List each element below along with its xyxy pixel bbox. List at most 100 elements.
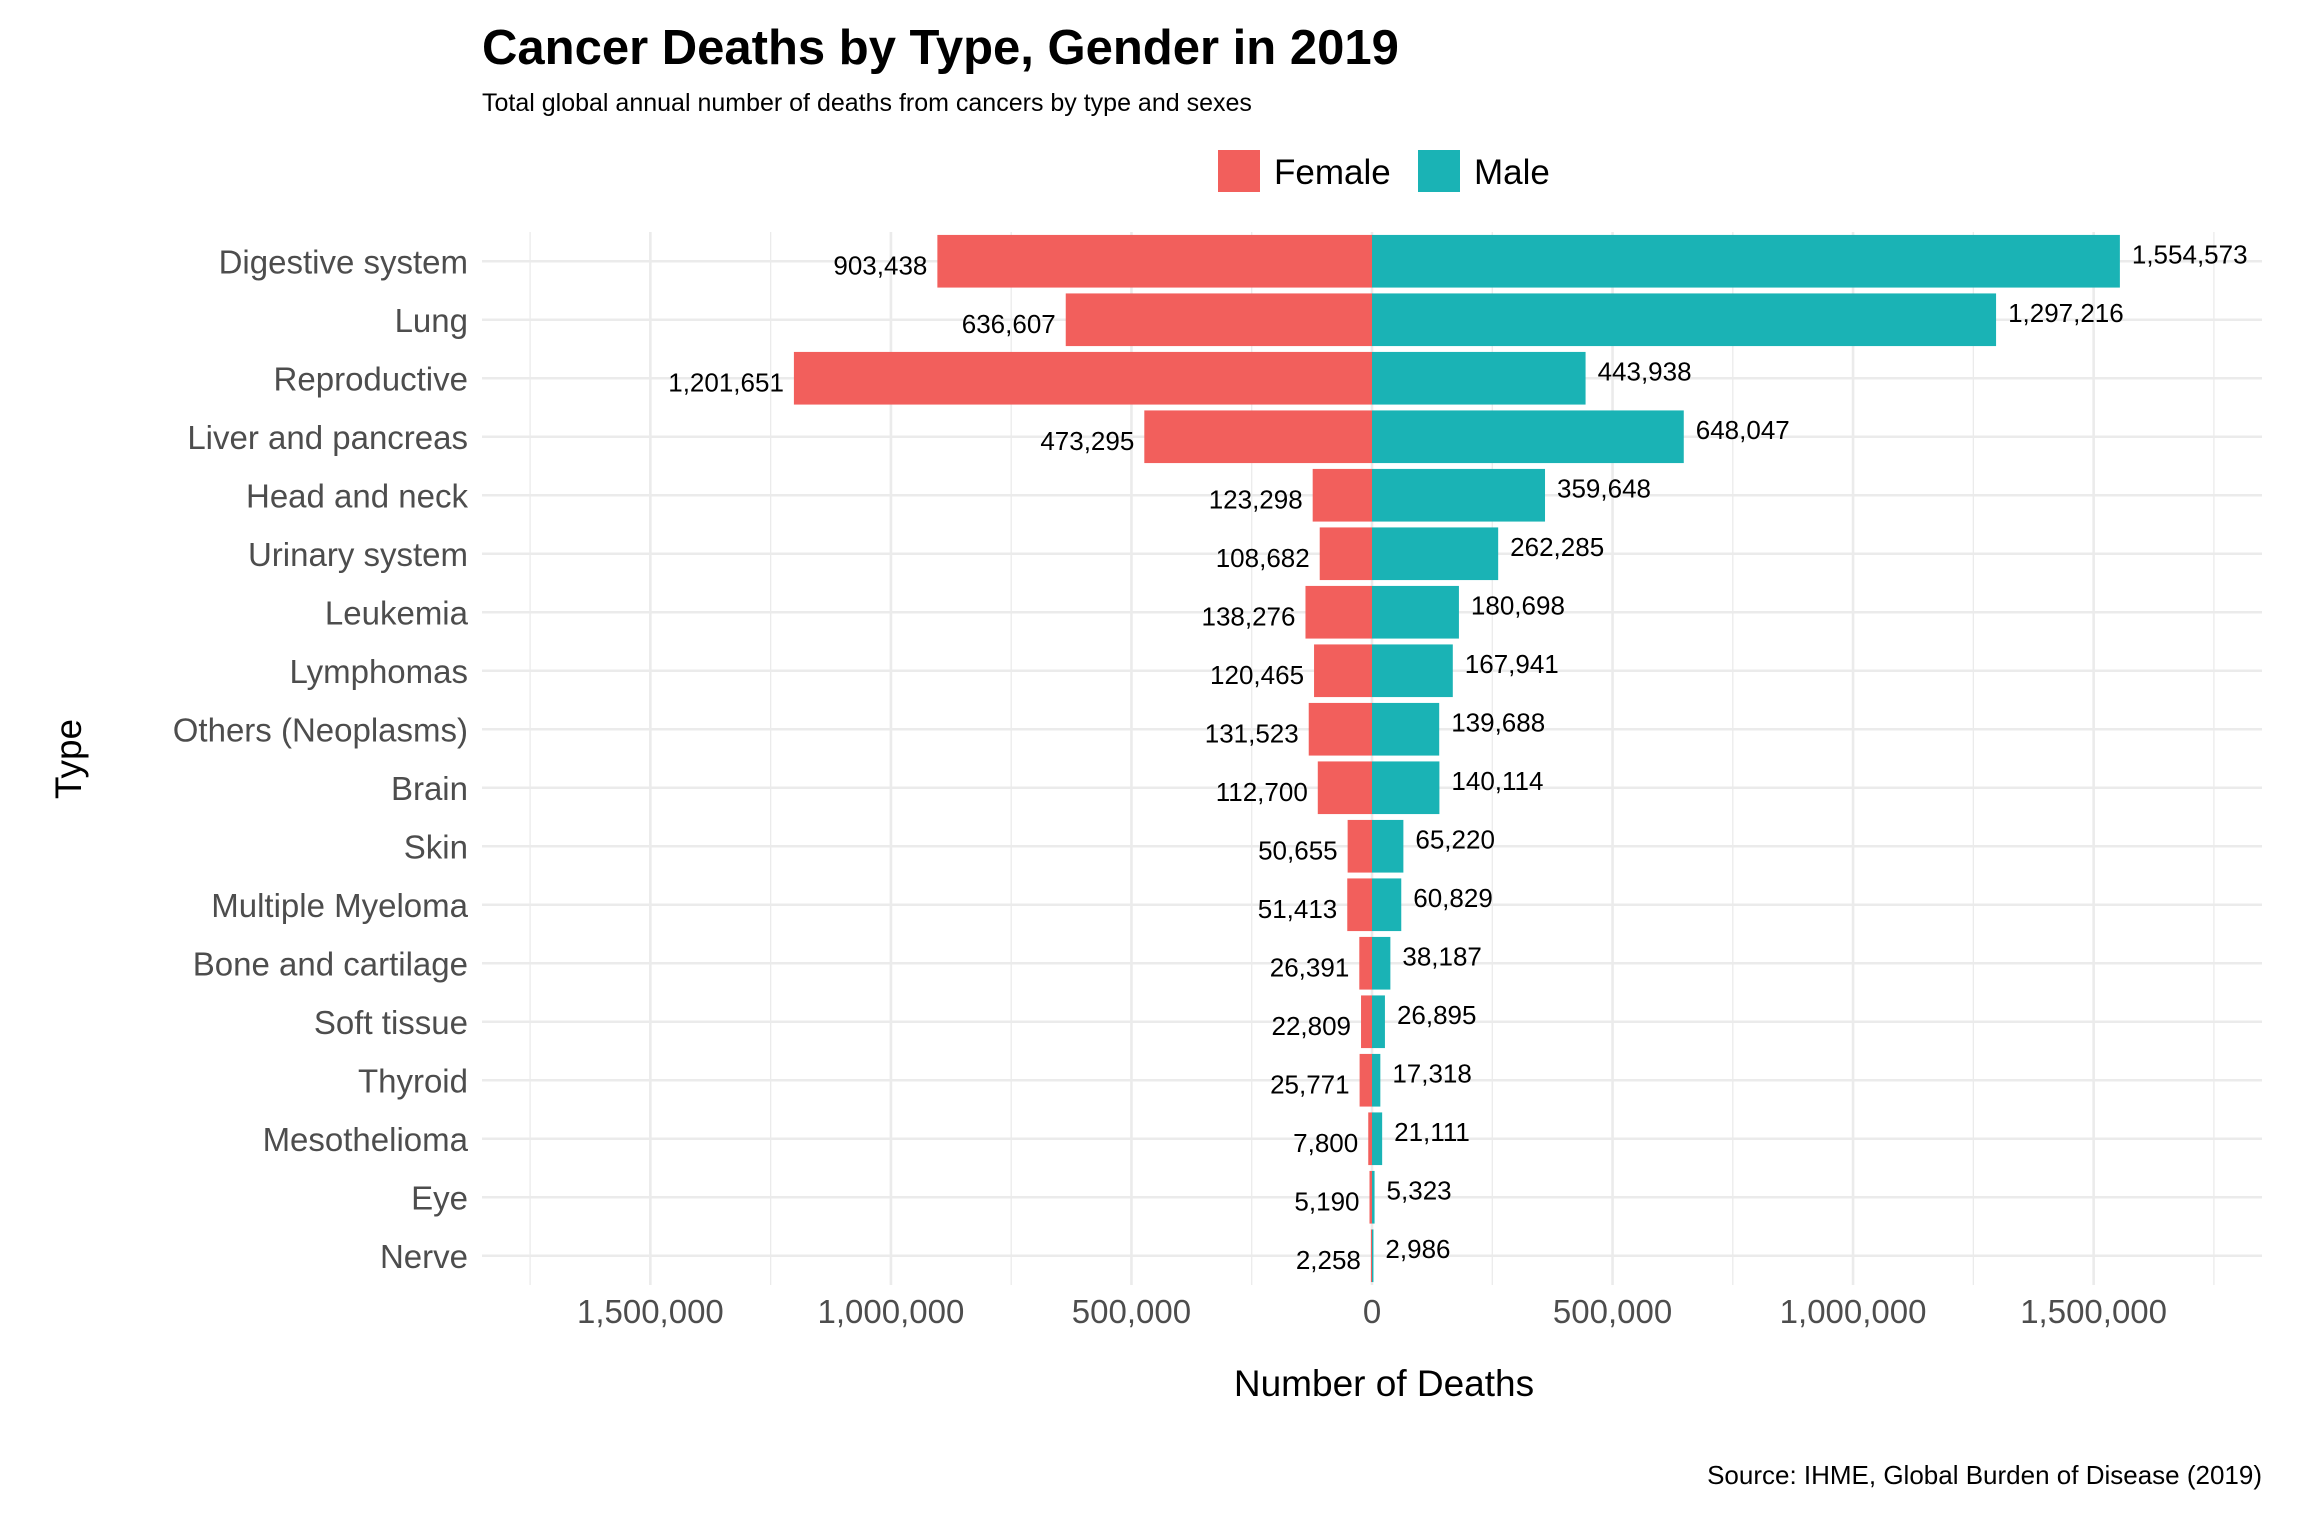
x-tick-label: 1,000,000 bbox=[1780, 1293, 1927, 1330]
category-label: Liver and pancreas bbox=[187, 419, 468, 456]
x-tick-label: 1,500,000 bbox=[2020, 1293, 2167, 1330]
bar-female bbox=[1359, 1053, 1372, 1107]
category-label: Nerve bbox=[380, 1238, 468, 1275]
bar-male bbox=[1372, 1229, 1374, 1283]
data-label-male: 359,648 bbox=[1557, 473, 1651, 503]
category-label: Urinary system bbox=[248, 536, 468, 573]
bar-female bbox=[793, 351, 1372, 405]
data-label-female: 138,276 bbox=[1201, 601, 1295, 631]
data-label-male: 1,297,216 bbox=[2008, 298, 2124, 328]
data-label-female: 5,190 bbox=[1294, 1186, 1359, 1216]
category-label: Reproductive bbox=[274, 360, 468, 397]
x-tick-label: 1,500,000 bbox=[577, 1293, 724, 1330]
data-label-male: 1,554,573 bbox=[2132, 239, 2248, 269]
data-label-female: 50,655 bbox=[1258, 835, 1338, 865]
bar-male bbox=[1372, 410, 1684, 464]
bar-female bbox=[1314, 644, 1372, 698]
bar-male bbox=[1372, 936, 1391, 990]
bar-male bbox=[1372, 1112, 1383, 1166]
bar-male bbox=[1372, 585, 1459, 639]
category-label: Bone and cartilage bbox=[193, 945, 468, 982]
category-label: Skin bbox=[404, 828, 468, 865]
x-tick-label: 500,000 bbox=[1553, 1293, 1672, 1330]
data-labels: 903,438 1,554,573 636,607 1,297,216 1,201,65… bbox=[668, 239, 2247, 1275]
data-label-female: 108,682 bbox=[1216, 543, 1310, 573]
data-label-male: 38,187 bbox=[1402, 941, 1482, 971]
bar-male bbox=[1372, 644, 1453, 698]
bar-male bbox=[1372, 878, 1402, 932]
bar-male bbox=[1372, 761, 1440, 815]
bar-male bbox=[1372, 468, 1546, 522]
data-label-female: 26,391 bbox=[1270, 952, 1350, 982]
category-label: Lymphomas bbox=[289, 653, 468, 690]
category-label: Thyroid bbox=[358, 1062, 468, 1099]
data-label-male: 140,114 bbox=[1451, 766, 1543, 796]
legend: Female Male bbox=[1218, 150, 1550, 192]
data-label-female: 123,298 bbox=[1209, 484, 1303, 514]
bar-female bbox=[1370, 1229, 1372, 1283]
data-label-female: 120,465 bbox=[1210, 660, 1304, 690]
data-label-male: 5,323 bbox=[1387, 1175, 1452, 1205]
bar-male bbox=[1372, 995, 1385, 1049]
data-label-male: 17,318 bbox=[1392, 1058, 1472, 1088]
category-label: Soft tissue bbox=[314, 1004, 468, 1041]
data-label-male: 139,688 bbox=[1451, 707, 1545, 737]
data-label-male: 2,986 bbox=[1385, 1234, 1450, 1264]
bar-female bbox=[1144, 410, 1372, 464]
data-label-female: 473,295 bbox=[1040, 426, 1134, 456]
data-label-male: 648,047 bbox=[1696, 415, 1790, 445]
bar-female bbox=[1319, 527, 1372, 581]
category-label: Eye bbox=[411, 1179, 468, 1216]
category-label: Multiple Myeloma bbox=[211, 887, 468, 924]
data-label-male: 26,895 bbox=[1397, 1000, 1477, 1030]
bar-female bbox=[1317, 761, 1372, 815]
x-axis-title: Number of Deaths bbox=[1234, 1363, 1534, 1404]
category-label: Digestive system bbox=[219, 243, 468, 280]
x-tick-label: 1,000,000 bbox=[818, 1293, 965, 1330]
data-label-female: 22,809 bbox=[1271, 1011, 1351, 1041]
data-label-female: 51,413 bbox=[1258, 894, 1338, 924]
bar-female bbox=[1368, 1112, 1372, 1166]
bar-male bbox=[1372, 702, 1440, 756]
source-caption: Source: IHME, Global Burden of Disease (… bbox=[1707, 1460, 2262, 1490]
bar-female bbox=[1305, 585, 1372, 639]
bars bbox=[793, 234, 2120, 1283]
bar-female bbox=[1308, 702, 1372, 756]
bar-male bbox=[1372, 1170, 1375, 1224]
data-label-female: 112,700 bbox=[1216, 777, 1308, 807]
x-tick-label: 500,000 bbox=[1072, 1293, 1191, 1330]
data-label-male: 65,220 bbox=[1415, 824, 1495, 854]
category-label: Others (Neoplasms) bbox=[173, 711, 468, 748]
category-label: Lung bbox=[395, 302, 468, 339]
bar-male bbox=[1372, 819, 1404, 873]
data-label-male: 21,111 bbox=[1394, 1117, 1470, 1147]
data-label-female: 131,523 bbox=[1205, 718, 1299, 748]
x-tick-label: 0 bbox=[1363, 1293, 1381, 1330]
legend-label-female: Female bbox=[1274, 153, 1391, 192]
category-label: Brain bbox=[391, 770, 468, 807]
bar-male bbox=[1372, 293, 1997, 347]
data-label-female: 25,771 bbox=[1270, 1069, 1350, 1099]
bar-female bbox=[1361, 995, 1372, 1049]
data-label-male: 262,285 bbox=[1510, 532, 1604, 562]
legend-swatch-female bbox=[1218, 150, 1260, 192]
legend-swatch-male bbox=[1418, 150, 1460, 192]
bar-male bbox=[1372, 351, 1586, 405]
bar-female bbox=[1359, 936, 1372, 990]
category-labels: Digestive system Lung Reproductive Liver an… bbox=[173, 243, 469, 1275]
data-label-male: 443,938 bbox=[1598, 356, 1692, 386]
bar-female bbox=[1347, 878, 1372, 932]
data-label-female: 1,201,651 bbox=[668, 367, 784, 397]
bar-male bbox=[1372, 527, 1499, 581]
data-label-female: 903,438 bbox=[833, 250, 927, 280]
bar-female bbox=[937, 234, 1372, 288]
data-label-male: 180,698 bbox=[1471, 590, 1565, 620]
legend-label-male: Male bbox=[1474, 153, 1550, 192]
category-label: Head and neck bbox=[246, 477, 468, 514]
chart-subtitle: Total global annual number of deaths fro… bbox=[482, 89, 1252, 117]
bar-male bbox=[1372, 1053, 1381, 1107]
chart-title: Cancer Deaths by Type, Gender in 2019 bbox=[482, 21, 1399, 75]
category-label: Leukemia bbox=[325, 594, 469, 631]
y-axis-title: Type bbox=[48, 719, 89, 799]
